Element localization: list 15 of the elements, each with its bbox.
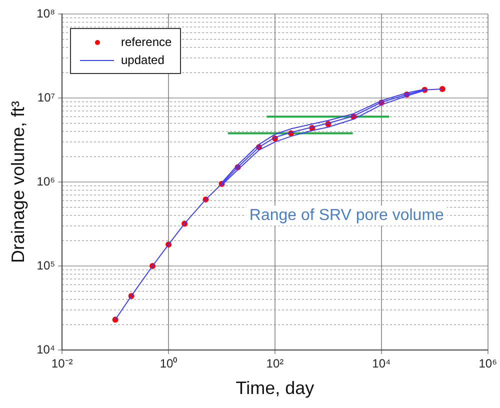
y-tick-label: 10⁸ [36,6,56,20]
x-tick-label: 10⁻² [51,356,73,371]
annotation: Range of SRV pore volume [249,207,444,224]
x-tick-label: 10⁰ [160,356,178,371]
legend-label: updated [121,53,164,67]
y-tick-label: 10⁷ [37,90,56,104]
x-axis-title: Time, day [236,378,314,398]
legend-label: reference [121,35,172,49]
y-tick-label: 10⁴ [36,342,56,356]
x-tick-label: 10⁶ [478,356,498,371]
y-axis-title: Drainage volume, ft³ [8,100,28,264]
y-tick-label: 10⁶ [36,174,56,188]
y-tick-label: 10⁵ [36,258,56,272]
x-tick-label: 10² [266,356,284,371]
x-tick-label: 10⁴ [372,356,391,371]
